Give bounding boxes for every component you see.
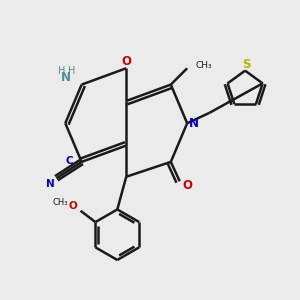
Text: N: N [61, 71, 71, 84]
Text: CH₃: CH₃ [196, 61, 212, 70]
Text: N: N [46, 178, 55, 189]
Text: O: O [182, 179, 192, 192]
Text: N: N [189, 117, 199, 130]
Text: O: O [121, 55, 131, 68]
Text: S: S [242, 58, 251, 70]
Text: CH₃: CH₃ [52, 198, 68, 207]
Text: C: C [65, 156, 73, 166]
Text: H: H [58, 66, 65, 76]
Text: H: H [68, 66, 75, 76]
Text: O: O [69, 201, 77, 211]
